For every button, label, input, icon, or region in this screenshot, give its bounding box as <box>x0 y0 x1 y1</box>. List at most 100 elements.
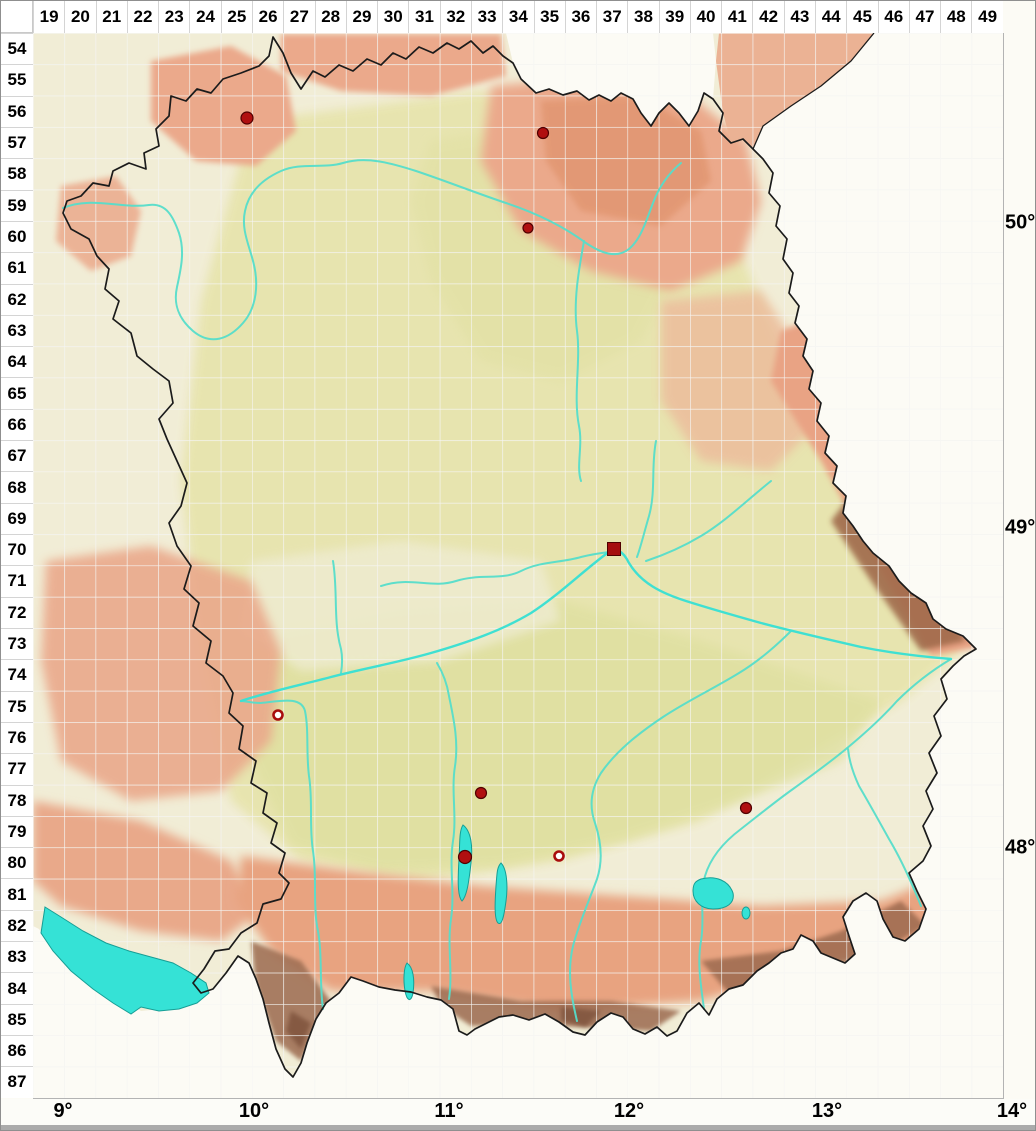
row-header-cell: 71 <box>1 565 33 596</box>
record-marker-filled-circle <box>536 126 550 140</box>
row-header-cell: 78 <box>1 784 33 816</box>
latitude-label: 50° <box>1005 211 1036 234</box>
column-header-cell: 19 <box>33 1 64 33</box>
column-header-cell: 35 <box>533 1 565 33</box>
row-header-cell: 70 <box>1 534 33 565</box>
boundary-layer <box>62 32 977 1078</box>
row-header-cell: 75 <box>1 690 33 722</box>
row-header-cell: 83 <box>1 941 33 972</box>
row-header-cell: 59 <box>1 189 33 221</box>
row-header-cell: 72 <box>1 596 33 628</box>
column-header-cell: 21 <box>95 1 127 33</box>
column-header-cell: 29 <box>345 1 377 33</box>
record-marker-filled-circle <box>474 786 488 800</box>
latitude-label: 48° <box>1005 836 1036 859</box>
row-header-cell: 61 <box>1 252 33 283</box>
record-marker-filled-circle <box>457 849 473 865</box>
bavaria-boundary <box>62 36 977 1078</box>
longitude-label: 9° <box>53 1100 73 1122</box>
row-header-cell: 58 <box>1 158 33 189</box>
column-header-cell: 47 <box>908 1 940 33</box>
column-header-cell: 25 <box>220 1 252 33</box>
column-header-cell: 31 <box>408 1 439 33</box>
row-header-cell: 81 <box>1 878 33 909</box>
lake-chiemsee <box>692 877 734 910</box>
row-header-cell: 66 <box>1 408 33 440</box>
row-header-cell: 74 <box>1 659 33 690</box>
map-canvas <box>33 32 1004 1099</box>
column-header-cell: 40 <box>689 1 721 33</box>
row-header-cell: 80 <box>1 847 33 878</box>
row-header-cell: 55 <box>1 64 33 95</box>
markers-layer <box>240 111 753 865</box>
column-header-cell: 30 <box>377 1 408 33</box>
record-marker-open-circle <box>272 709 284 721</box>
column-header-cell: 43 <box>783 1 815 33</box>
window-bottom-bar <box>1 1125 1035 1130</box>
longitude-label: 13° <box>811 1100 843 1122</box>
row-header-cell: 86 <box>1 1035 33 1066</box>
column-header-cell: 39 <box>658 1 690 33</box>
column-header-cell: 46 <box>877 1 909 33</box>
latitude-label: 49° <box>1005 516 1036 539</box>
column-header-cell: 36 <box>564 1 596 33</box>
column-header-cell: 44 <box>815 1 846 33</box>
row-header-cell: 63 <box>1 314 33 346</box>
column-header-cell: 38 <box>627 1 658 33</box>
record-marker-filled-square <box>607 542 621 556</box>
column-header-cell: 42 <box>752 1 783 33</box>
column-header-cell: 34 <box>502 1 533 33</box>
row-header-cell: 77 <box>1 753 33 784</box>
row-header-cell: 68 <box>1 471 33 502</box>
column-header-cell: 49 <box>971 1 1002 33</box>
lakes-layer <box>40 824 751 1015</box>
row-header-cell: 76 <box>1 721 33 753</box>
record-marker-filled-circle <box>522 222 534 234</box>
row-header-cell: 79 <box>1 815 33 847</box>
row-header-cell: 60 <box>1 220 33 252</box>
longitude-label: 10° <box>238 1100 270 1122</box>
longitude-label: 11° <box>434 1100 464 1122</box>
row-header-column: 54 55 56 57 58 59 60 61 62 63 64 65 66 67 68 69 70 71 72 73… <box>1 33 33 1098</box>
lake-small <box>741 906 751 920</box>
row-header-cell: 69 <box>1 502 33 534</box>
column-header-cell: 22 <box>126 1 158 33</box>
longitude-label: 12° <box>613 1100 645 1122</box>
row-header-cell: 57 <box>1 126 33 158</box>
column-header-cell: 28 <box>314 1 346 33</box>
record-marker-filled-circle <box>240 111 254 125</box>
row-header-cell: 64 <box>1 346 33 377</box>
column-header-cell: 33 <box>470 1 502 33</box>
row-header-cell: 65 <box>1 377 33 408</box>
row-header-cell: 67 <box>1 440 33 471</box>
record-marker-open-circle <box>553 850 565 862</box>
record-marker-filled-circle <box>739 801 753 815</box>
row-header-cell: 56 <box>1 95 33 127</box>
lake-forggensee <box>403 962 415 1000</box>
row-header-cell: 85 <box>1 1003 33 1035</box>
neighbor-boundary <box>752 32 875 150</box>
row-header-cell: 87 <box>1 1066 33 1097</box>
column-header-cell: 41 <box>721 1 752 33</box>
column-header-cell: 20 <box>64 1 95 33</box>
column-header-cell: 45 <box>846 1 877 33</box>
column-header-cell: 27 <box>283 1 314 33</box>
distribution-map <box>33 32 1003 1098</box>
column-header-cell: 48 <box>940 1 971 33</box>
column-header-cell: 23 <box>158 1 189 33</box>
longitude-label: 14° <box>996 1100 1028 1122</box>
row-header-cell: 54 <box>1 33 33 64</box>
row-header-cell: 82 <box>1 909 33 941</box>
lake-starnberger <box>494 862 508 925</box>
longitude-axis: 9° 10° 11° 12° 13° 14° <box>1 1099 1035 1125</box>
column-header-row: 19 20 21 22 23 24 25 26 27 28 29 30 31 32 33 34 35 36 37 38… <box>33 1 1003 33</box>
column-header-cell: 37 <box>596 1 627 33</box>
row-header-cell: 62 <box>1 283 33 315</box>
row-header-cell: 84 <box>1 972 33 1003</box>
lake-bodensee <box>40 906 210 1015</box>
column-header-cell: 32 <box>439 1 471 33</box>
column-header-cell: 24 <box>189 1 220 33</box>
grid-lines-white <box>33 33 1003 1098</box>
row-header-cell: 73 <box>1 627 33 659</box>
